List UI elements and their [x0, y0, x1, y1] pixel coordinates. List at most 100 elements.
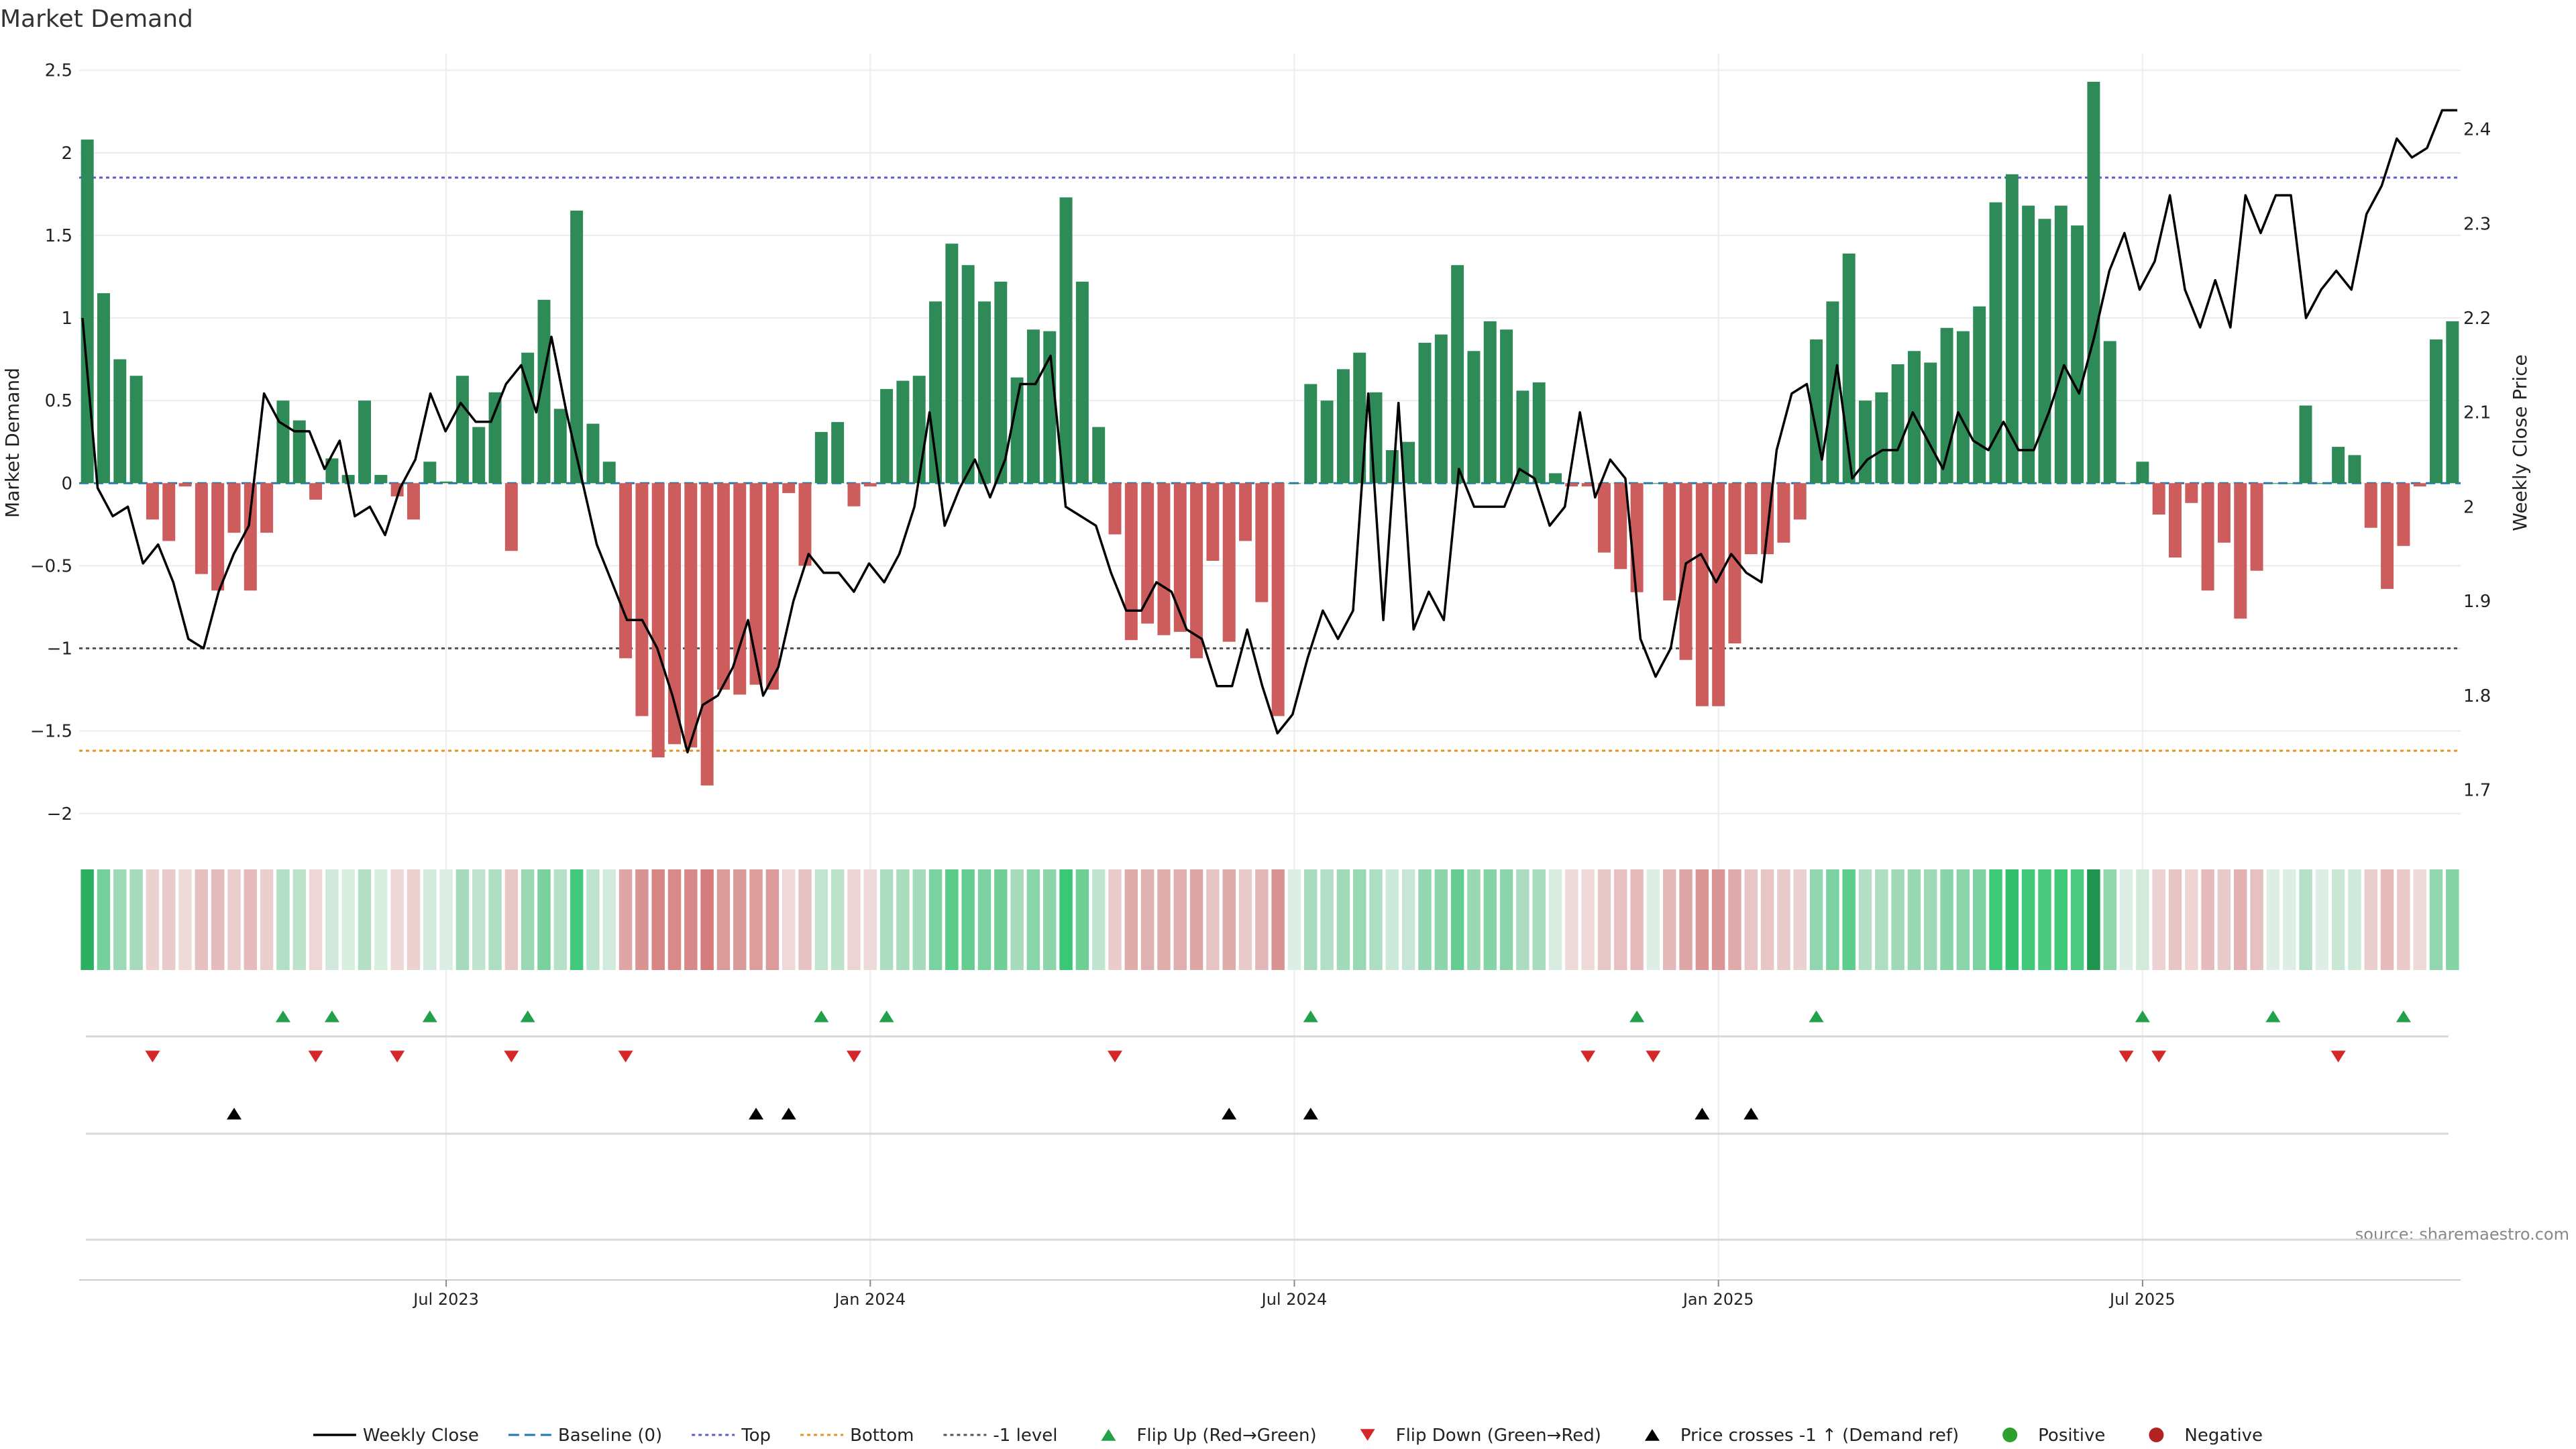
strip-cell: [2119, 869, 2133, 970]
strip-cell: [472, 869, 486, 970]
demand-bar: [1875, 392, 1888, 484]
legend-circle-icon: [2149, 1428, 2164, 1442]
price-cross-marker: [1695, 1108, 1710, 1120]
strip-cell: [521, 869, 535, 970]
strip-cell: [863, 869, 877, 970]
demand-bar: [146, 483, 159, 520]
flip-down-marker: [2151, 1051, 2167, 1063]
left-tick-label: 0.5: [45, 391, 72, 411]
strip-cell: [1597, 869, 1611, 970]
strip-cell: [635, 869, 649, 970]
strip-cell: [1891, 869, 1904, 970]
right-tick-label: 1.9: [2463, 592, 2491, 612]
strip-cell: [260, 869, 274, 970]
flip-up-marker: [2265, 1010, 2281, 1022]
weekly-close-line: [81, 109, 2457, 754]
demand-bar: [358, 400, 371, 484]
demand-bar: [1434, 334, 1448, 484]
legend-item: Bottom: [800, 1426, 914, 1446]
demand-bar: [1271, 483, 1285, 716]
demand-bar: [1728, 483, 1741, 644]
demand-bar: [1141, 483, 1155, 624]
strip-cell: [879, 869, 894, 970]
legend-label: Positive: [2038, 1426, 2105, 1446]
demand-bar: [1744, 483, 1758, 555]
strip-cell: [309, 869, 323, 970]
demand-bar: [211, 483, 225, 591]
strip-cell: [814, 869, 828, 970]
strip-cell: [782, 869, 796, 970]
demand-bar: [1516, 390, 1529, 484]
demand-bar: [1483, 321, 1497, 484]
demand-bar: [2169, 483, 2182, 558]
legend-item: Negative: [2149, 1426, 2263, 1446]
strip-cell: [1972, 869, 1986, 970]
strip-cell: [1858, 869, 1872, 970]
strip-cell: [488, 869, 502, 970]
demand-bar: [847, 483, 861, 506]
legend-label: -1 level: [993, 1426, 1057, 1446]
demand-bar: [553, 409, 567, 484]
strip-cell: [407, 869, 421, 970]
flip-markers: [86, 1010, 2449, 1063]
left-axis-ticks: 2.5 2 1.5 1 0.5 0 −0.5 −1 −1.5 −2: [30, 61, 72, 824]
chart-title: Market Demand: [0, 5, 193, 33]
strip-cell: [570, 869, 584, 970]
strip-cell: [1630, 869, 1644, 970]
left-tick-label: 1: [61, 309, 72, 329]
strip-cell: [325, 869, 339, 970]
demand-bar: [1614, 483, 1627, 570]
legend-label: Top: [741, 1426, 771, 1446]
demand-bar: [896, 380, 910, 484]
demand-bar: [1402, 441, 1415, 484]
demand-bar: [1646, 483, 1660, 484]
strip-cell: [2331, 869, 2345, 970]
demand-bar: [1467, 351, 1481, 484]
strip-cell: [684, 869, 698, 970]
strip-cell: [537, 869, 551, 970]
legend: Weekly Close Baseline (0) Top Bottom -1 leve…: [313, 1426, 2263, 1446]
demand-bar: [2348, 455, 2361, 484]
strip-cell: [602, 869, 616, 970]
flip-down-marker: [145, 1051, 160, 1063]
strip-cell: [945, 869, 959, 970]
strip-cell: [749, 869, 763, 970]
demand-bar: [244, 483, 257, 591]
strip-cell: [1483, 869, 1497, 970]
right-tick-label: 2.1: [2463, 403, 2491, 423]
strip-cell: [667, 869, 682, 970]
demand-bar: [1026, 329, 1040, 484]
legend-label: Negative: [2184, 1426, 2263, 1446]
demand-bar: [1222, 483, 1236, 642]
demand-bar: [831, 422, 845, 484]
demand-bar: [1320, 400, 1334, 484]
strip-cell: [912, 869, 926, 970]
gridlines: [79, 54, 2461, 1278]
flip-up-marker: [1809, 1010, 1824, 1022]
x-tick-label: Jan 2024: [833, 1290, 906, 1309]
strip-cell: [1418, 869, 1432, 970]
right-tick-label: 2: [2463, 497, 2475, 517]
price-cross-marker: [1303, 1108, 1318, 1120]
strip-cell: [2397, 869, 2410, 970]
strip-cell: [1695, 869, 1709, 970]
flip-down-marker: [390, 1051, 405, 1063]
right-tick-label: 2.4: [2463, 120, 2491, 140]
demand-bar: [1549, 473, 1562, 484]
left-tick-label: 1.5: [45, 226, 72, 246]
strip-cell: [1434, 869, 1448, 970]
strip-cell: [1940, 869, 1953, 970]
legend-label: Flip Down (Green→Red): [1396, 1426, 1601, 1446]
legend-item: -1 level: [943, 1426, 1057, 1446]
strip-cell: [1826, 869, 1839, 970]
demand-bar: [2152, 483, 2165, 515]
demand-bar: [716, 483, 730, 690]
legend-label: Baseline (0): [558, 1426, 662, 1446]
strip-cell: [2250, 869, 2263, 970]
flip-down-marker: [2330, 1051, 2346, 1063]
right-tick-label: 1.8: [2463, 686, 2491, 706]
strip-cell: [1793, 869, 1807, 970]
strip-cell: [1271, 869, 1285, 970]
legend-triangle-up-icon: [1644, 1429, 1660, 1441]
demand-bar: [1043, 331, 1057, 484]
